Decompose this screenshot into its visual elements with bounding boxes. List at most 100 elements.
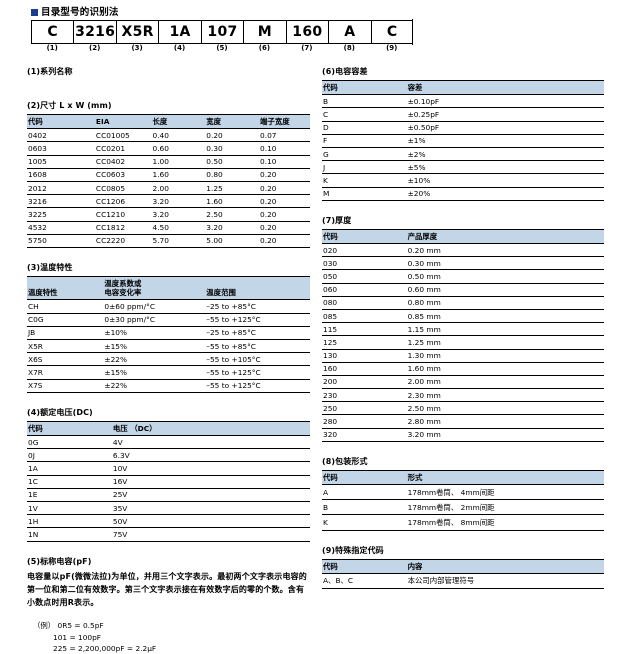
table-cell: 0.30 mm <box>406 256 604 271</box>
table-cell: 1.60 <box>205 194 260 209</box>
table-cell: 2.00 <box>151 181 206 196</box>
column-header: 产品厚度 <box>406 228 604 245</box>
table-cell: 0.20 <box>259 194 310 209</box>
table-row: 060 0.60 mm <box>322 283 604 297</box>
table-header-row: 代码 EIA 长度 宽度 端子宽度 <box>27 113 310 130</box>
table-cell: CC1206 <box>94 194 152 209</box>
table-cell: J <box>322 160 407 175</box>
table-row: 1N 75V <box>27 527 310 542</box>
table-row: 050 0.50 mm <box>322 269 604 284</box>
column-header: EIA <box>94 113 152 130</box>
section-9-heading: (9)特殊指定代码 <box>322 545 384 555</box>
table-cell: 1H <box>27 514 112 529</box>
table-cell: 1V <box>27 501 112 516</box>
part-number-cell-7: 160 <box>285 21 328 43</box>
table-cell: CC1812 <box>94 221 152 235</box>
example-line-2: 101 = 100pF <box>53 632 102 642</box>
table-row: 280 2.80 mm <box>322 414 604 429</box>
table-cell: 2012 <box>27 181 95 196</box>
table-cell: –55 to +105°C <box>205 352 310 367</box>
table-cell: 3.20 <box>151 207 206 222</box>
table-cell: 0.20 <box>259 168 310 183</box>
table-row: F ±1% <box>322 134 604 149</box>
column-header: 端子宽度 <box>259 113 310 130</box>
table-row: 1005 CC0402 1.00 0.50 0.10 <box>27 155 310 169</box>
table-cell: 250 <box>322 401 407 416</box>
table-header-row: 代码 形式 <box>322 469 604 486</box>
table-cell: ±10% <box>406 173 604 188</box>
part-number-index-9: (9) <box>386 44 398 52</box>
table-cell: 1.60 <box>151 168 206 183</box>
table-cell: 4V <box>111 435 310 450</box>
table-cell: –55 to +125°C <box>205 379 310 393</box>
table-cell: ±22% <box>103 379 206 393</box>
nominal-capacitance-paragraph: 电容量以pF(微微法拉)为单位，并用三个文字表示。最初两个文字表示电容的第一位和… <box>27 571 307 607</box>
table-cell: 本公司内部管理符号 <box>406 573 604 590</box>
example-line-3: 225 = 2,200,000pF = 2.2µF <box>53 644 157 653</box>
table-row: 2012 CC0805 2.00 1.25 0.20 <box>27 181 310 196</box>
table-cell: 3216 <box>27 194 95 209</box>
table-row: A 178mm卷筒、 4mm间距 <box>322 484 604 501</box>
column-header: 温度系数或 电容变化率 <box>103 275 206 301</box>
packaging-table: 代码 形式 A 178mm卷筒、 4mm间距 B 178mm卷筒、 2mm间距 K 178m… <box>322 469 604 531</box>
table-cell: K <box>322 514 407 531</box>
table-row: 1V 35V <box>27 501 310 516</box>
table-row: 085 0.85 mm <box>322 309 604 324</box>
table-row: X6S ±22% –55 to +105°C <box>27 352 310 367</box>
table-cell: G <box>322 147 407 162</box>
table-row: 1E 25V <box>27 488 310 502</box>
square-bullet-icon <box>31 9 38 16</box>
table-cell: X7S <box>27 379 104 393</box>
table-cell: 0.20 <box>259 221 310 235</box>
table-cell: JB <box>27 326 104 341</box>
table-cell: 0.60 <box>151 141 206 156</box>
table-row: C ±0.25pF <box>322 107 604 122</box>
column-header: 代码 <box>322 558 407 574</box>
table-cell: X5R <box>27 339 104 354</box>
table-cell: 0.50 <box>205 155 260 169</box>
table-cell: 115 <box>322 322 407 337</box>
section-5-heading: (5)标称电容(pF) <box>27 556 92 566</box>
table-row: B 178mm卷筒、 2mm间距 <box>322 499 604 516</box>
table-row: 1A 10V <box>27 461 310 476</box>
table-row: JB ±10% –25 to +85°C <box>27 326 310 341</box>
table-cell: 020 <box>322 243 407 258</box>
capacitance-tolerance-table: 代码 容差 B ±0.10pF C ±0.25pF D ±0.50pF F ±1% G ±2% J ±5… <box>322 79 604 201</box>
table-cell: CC0603 <box>94 168 152 183</box>
table-cell: 230 <box>322 388 407 403</box>
table-cell: A、B、C <box>322 573 407 590</box>
table-row: X5R ±15% –55 to +85°C <box>27 339 310 354</box>
table-cell: –55 to +125°C <box>205 365 310 380</box>
table-cell: ±15% <box>103 339 206 354</box>
table-cell: C <box>322 107 407 122</box>
table-cell: 0.20 <box>259 207 310 222</box>
table-cell: 0.20 <box>259 234 310 248</box>
table-cell: ±22% <box>103 352 206 367</box>
table-cell: 178mm卷筒、 2mm间距 <box>406 499 604 516</box>
table-cell: 0G <box>27 435 112 450</box>
part-number-cell-3: X5R <box>115 21 158 43</box>
table-cell: M <box>322 187 407 201</box>
table-row: 020 0.20 mm <box>322 243 604 258</box>
table-row: G ±2% <box>322 147 604 162</box>
table-row: CH 0±60 ppm/°C –25 to +85°C <box>27 299 310 314</box>
table-row: 0J 6.3V <box>27 448 310 463</box>
table-cell: 0.85 mm <box>406 309 604 324</box>
part-number-index-8: (8) <box>343 44 355 52</box>
table-row: 0402 CC01005 0.40 0.20 0.07 <box>27 128 310 143</box>
table-row: 115 1.15 mm <box>322 322 604 337</box>
column-header: 温度范围 <box>205 275 310 301</box>
table-row: 320 3.20 mm <box>322 428 604 442</box>
table-row: M ±20% <box>322 187 604 201</box>
table-cell: 2.80 mm <box>406 414 604 429</box>
table-row: A、B、C 本公司内部管理符号 <box>322 573 604 590</box>
table-header-row: 温度特性 温度系数或 电容变化率 温度范围 <box>27 275 310 301</box>
table-cell: 0.30 <box>205 141 260 156</box>
table-cell: ±20% <box>406 187 604 201</box>
table-cell: 0.10 <box>259 141 310 156</box>
table-cell: 0±30 ppm/°C <box>103 313 206 327</box>
table-cell: 0±60 ppm/°C <box>103 299 206 314</box>
part-number-index-1: (1) <box>46 44 58 52</box>
section-4-heading: (4)额定电压(DC) <box>27 407 93 417</box>
page-title: 目录型号的识别法 <box>31 4 119 18</box>
